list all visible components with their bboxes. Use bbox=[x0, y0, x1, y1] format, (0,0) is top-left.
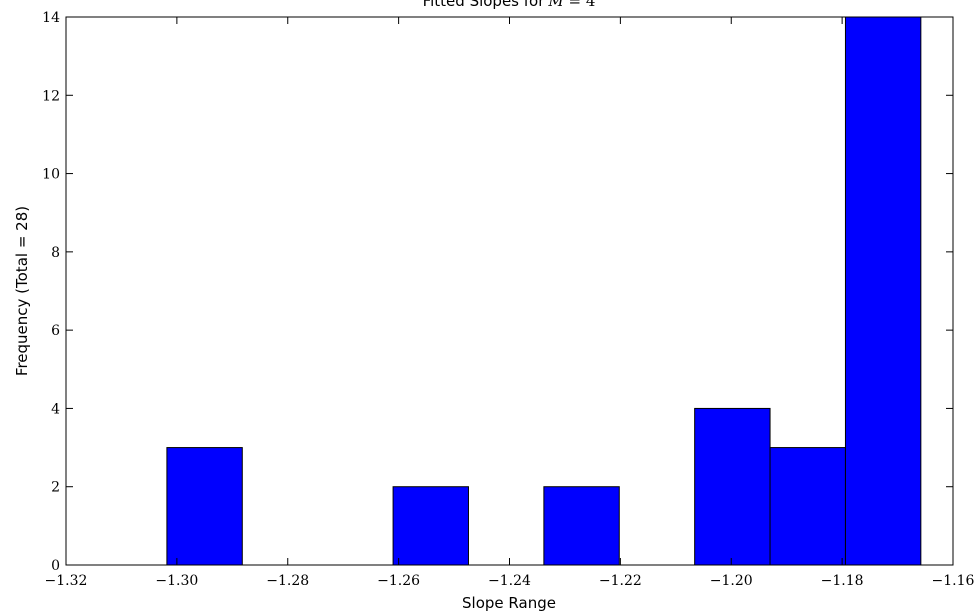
x-tick-label-8: −1.16 bbox=[932, 573, 975, 589]
y-tick-label-7: 14 bbox=[42, 10, 60, 26]
y-tick-label-5: 10 bbox=[42, 167, 60, 183]
histogram-bar-7 bbox=[694, 407, 771, 566]
x-tick-label-2: −1.28 bbox=[266, 573, 309, 589]
x-tick-label-0: −1.32 bbox=[45, 573, 88, 589]
y-tick-label-6: 12 bbox=[42, 88, 60, 104]
x-tick-label-1: −1.30 bbox=[155, 573, 198, 589]
chart-title-text: Fitted Slopes for bbox=[423, 0, 546, 10]
x-tick-label-3: −1.26 bbox=[377, 573, 420, 589]
histogram-bar-5 bbox=[543, 486, 620, 566]
ticks-layer: −1.32 −1.30 −1.28 −1.26 −1.24 −1.22 −1.20 −1.18… bbox=[42, 10, 974, 589]
x-axis-label: Slope Range bbox=[462, 594, 556, 612]
y-tick-label-2: 4 bbox=[51, 401, 60, 417]
histogram-bar-3 bbox=[392, 486, 469, 566]
histogram-bar-8 bbox=[769, 447, 846, 566]
chart-title-math-var: M bbox=[547, 0, 564, 10]
y-tick-label-4: 8 bbox=[51, 245, 60, 261]
y-tick-label-3: 6 bbox=[51, 323, 60, 339]
x-tick-label-6: −1.20 bbox=[710, 573, 753, 589]
chart-title-math-rest: = 4 bbox=[564, 0, 596, 10]
chart-title: Fitted Slopes for M = 4 bbox=[423, 0, 596, 10]
histogram-bar-0 bbox=[166, 447, 243, 566]
y-tick-label-0: 0 bbox=[51, 558, 60, 574]
y-axis-label: Frequency (Total = 28) bbox=[13, 206, 31, 376]
x-tick-label-7: −1.18 bbox=[821, 573, 864, 589]
x-tick-label-4: −1.24 bbox=[488, 573, 531, 589]
plot-frame bbox=[65, 16, 954, 566]
x-tick-label-5: −1.22 bbox=[599, 573, 642, 589]
y-tick-label-1: 2 bbox=[51, 480, 60, 496]
histogram-bar-9 bbox=[844, 16, 922, 566]
bars-layer bbox=[166, 16, 922, 566]
